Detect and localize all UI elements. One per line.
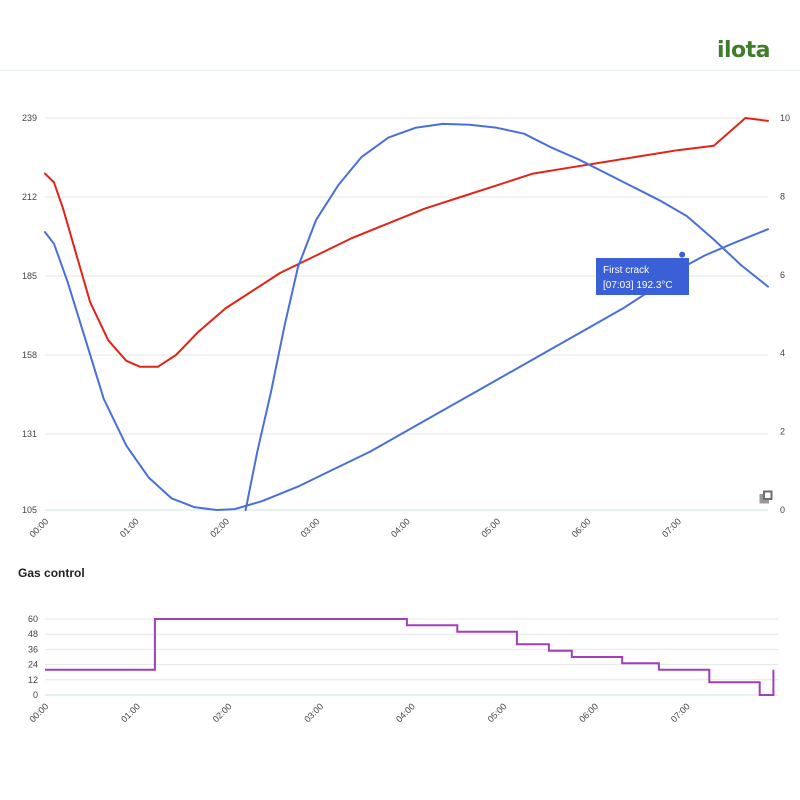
brand-logo: ilota [716,38,771,63]
series-line-1 [44,117,769,368]
gas-series-line [45,618,775,696]
y-right-tick-label: 4 [780,348,785,358]
y-right-tick-label: 6 [780,270,785,280]
y-left-tick-label: 158 [22,350,37,360]
gas-y-tick-label: 24 [28,660,38,670]
x-tick-label: 04:00 [389,516,412,539]
y-right-tick-label: 8 [780,191,785,201]
series-line-3 [244,122,769,511]
gas-x-tick-label: 03:00 [302,701,325,724]
gas-x-tick-label: 05:00 [486,701,509,724]
gas-y-tick-label: 36 [28,644,38,654]
y-right-tick-label: 2 [780,427,785,437]
gas-y-tick-label: 0 [33,690,38,700]
x-tick-label: 03:00 [299,516,322,539]
x-tick-label: 05:00 [479,516,502,539]
x-tick-label: 06:00 [570,516,593,539]
x-tick-label: 00:00 [27,516,50,539]
x-tick-label: 07:00 [660,516,683,539]
temperature-chart: 105 131 158 185 212 239 0 2 4 6 8 10 00:00 01:00 02:00… [22,113,790,539]
header-divider [0,70,800,71]
gas-y-tick-label: 12 [28,675,38,685]
annotation-box [596,258,689,295]
y-left-tick-label: 185 [22,271,37,281]
x-tick-label: 02:00 [208,516,231,539]
y-left-tick-label: 131 [22,429,37,439]
gas-x-tick-label: 02:00 [211,701,234,724]
y-left-tick-label: 105 [22,505,37,515]
y-right-tick-label: 10 [780,113,790,123]
y-left-tick-label: 212 [22,192,37,202]
y-left-tick-label: 239 [22,113,37,123]
annotation-point [678,250,687,259]
gas-x-tick-label: 06:00 [577,701,600,724]
expand-icon[interactable] [759,490,773,504]
gas-x-tick-label: 07:00 [669,701,692,724]
gas-y-tick-label: 60 [28,614,38,624]
gas-x-tick-label: 04:00 [394,701,417,724]
gas-y-tick-label: 48 [28,629,38,639]
gas-chart-title: Gas control [18,566,85,580]
x-tick-label: 01:00 [118,516,141,539]
annotation-label-value: [07:03] 192.3°C [603,280,673,291]
series-line-2 [44,228,769,511]
annotation-label-title: First crack [603,265,650,276]
gas-x-tick-label: 01:00 [119,701,142,724]
gas-x-tick-label: 00:00 [27,701,50,724]
y-right-tick-label: 0 [780,505,785,515]
